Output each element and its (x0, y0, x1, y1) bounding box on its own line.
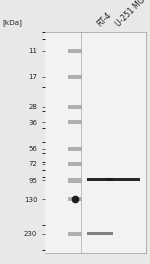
FancyBboxPatch shape (68, 232, 82, 236)
FancyBboxPatch shape (68, 178, 82, 183)
FancyBboxPatch shape (68, 147, 82, 151)
FancyBboxPatch shape (68, 49, 82, 53)
Text: RT-4: RT-4 (95, 10, 113, 28)
Text: [kDa]: [kDa] (3, 19, 23, 26)
FancyBboxPatch shape (106, 177, 140, 181)
FancyBboxPatch shape (68, 105, 82, 109)
FancyBboxPatch shape (68, 120, 82, 124)
FancyBboxPatch shape (87, 232, 113, 235)
FancyBboxPatch shape (68, 197, 82, 201)
FancyBboxPatch shape (68, 75, 82, 79)
FancyBboxPatch shape (87, 177, 113, 181)
Text: U-251 MG: U-251 MG (114, 0, 147, 28)
FancyBboxPatch shape (68, 162, 82, 166)
